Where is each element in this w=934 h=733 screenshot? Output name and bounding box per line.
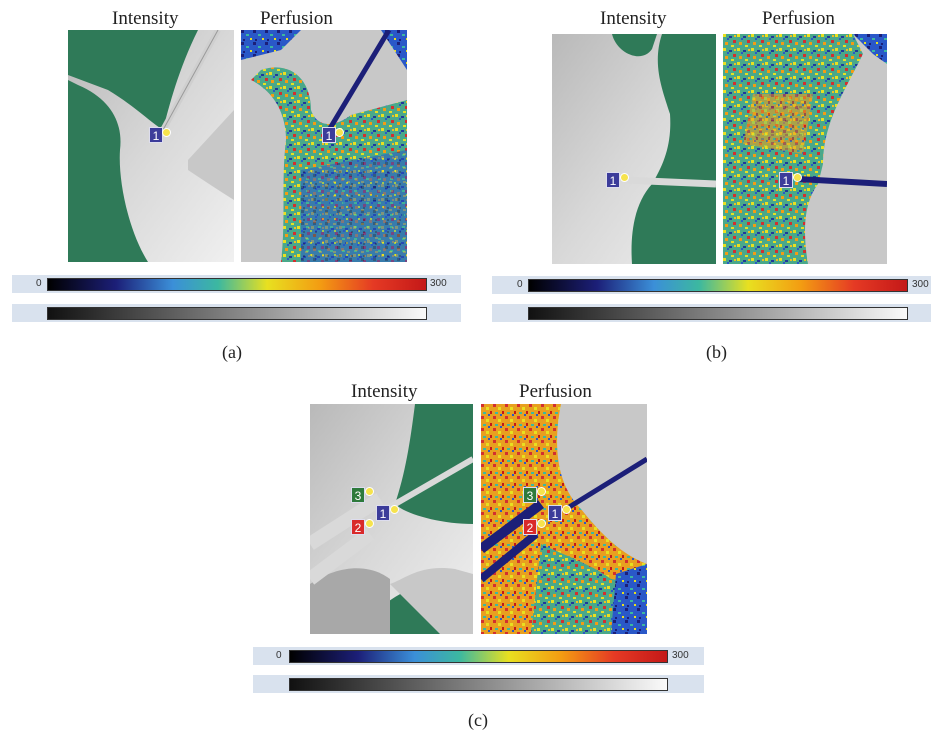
perfusion-title: Perfusion bbox=[762, 8, 835, 29]
scale-max: 300 bbox=[672, 650, 689, 661]
perfusion-image bbox=[723, 34, 887, 264]
scale-max: 300 bbox=[430, 278, 447, 289]
scale-min: 0 bbox=[276, 650, 282, 661]
intensity-image bbox=[552, 34, 716, 264]
marker-2[interactable]: 2 bbox=[523, 519, 537, 535]
perfusion-colorbar bbox=[289, 650, 668, 663]
intensity-colorbar bbox=[289, 678, 668, 691]
perfusion-colorbar bbox=[528, 279, 908, 292]
intensity-colorbar bbox=[47, 307, 427, 320]
caption-a: (a) bbox=[222, 342, 242, 362]
marker-1[interactable]: 1 bbox=[606, 172, 620, 188]
marker-1[interactable]: 1 bbox=[779, 172, 793, 188]
intensity-image bbox=[68, 30, 234, 262]
caption-b: (b) bbox=[706, 342, 727, 362]
probe-tip-icon bbox=[537, 519, 546, 528]
marker-1[interactable]: 1 bbox=[548, 505, 562, 521]
perfusion-title: Perfusion bbox=[519, 381, 592, 402]
marker-1[interactable]: 1 bbox=[149, 127, 163, 143]
probe-tip-icon bbox=[562, 505, 571, 514]
marker-2[interactable]: 2 bbox=[351, 519, 365, 535]
intensity-colorbar bbox=[528, 307, 908, 320]
marker-3[interactable]: 3 bbox=[523, 487, 537, 503]
marker-1[interactable]: 1 bbox=[376, 505, 390, 521]
probe-tip-icon bbox=[537, 487, 546, 496]
marker-3[interactable]: 3 bbox=[351, 487, 365, 503]
probe-tip-icon bbox=[390, 505, 399, 514]
probe-tip-icon bbox=[365, 519, 374, 528]
probe-tip-icon bbox=[365, 487, 374, 496]
scale-min: 0 bbox=[36, 278, 42, 289]
intensity-image bbox=[310, 404, 473, 634]
perfusion-image bbox=[481, 404, 647, 634]
scale-min: 0 bbox=[517, 279, 523, 290]
scale-max: 300 bbox=[912, 279, 929, 290]
intensity-title: Intensity bbox=[112, 8, 179, 29]
perfusion-title: Perfusion bbox=[260, 8, 333, 29]
perfusion-image bbox=[241, 30, 407, 262]
probe-tip-icon bbox=[793, 173, 802, 182]
perfusion-colorbar bbox=[47, 278, 427, 291]
probe-tip-icon bbox=[620, 173, 629, 182]
intensity-title: Intensity bbox=[351, 381, 418, 402]
probe-tip-icon bbox=[162, 128, 171, 137]
probe-tip-icon bbox=[335, 128, 344, 137]
caption-c: (c) bbox=[468, 710, 488, 730]
marker-1[interactable]: 1 bbox=[322, 127, 336, 143]
intensity-title: Intensity bbox=[600, 8, 667, 29]
